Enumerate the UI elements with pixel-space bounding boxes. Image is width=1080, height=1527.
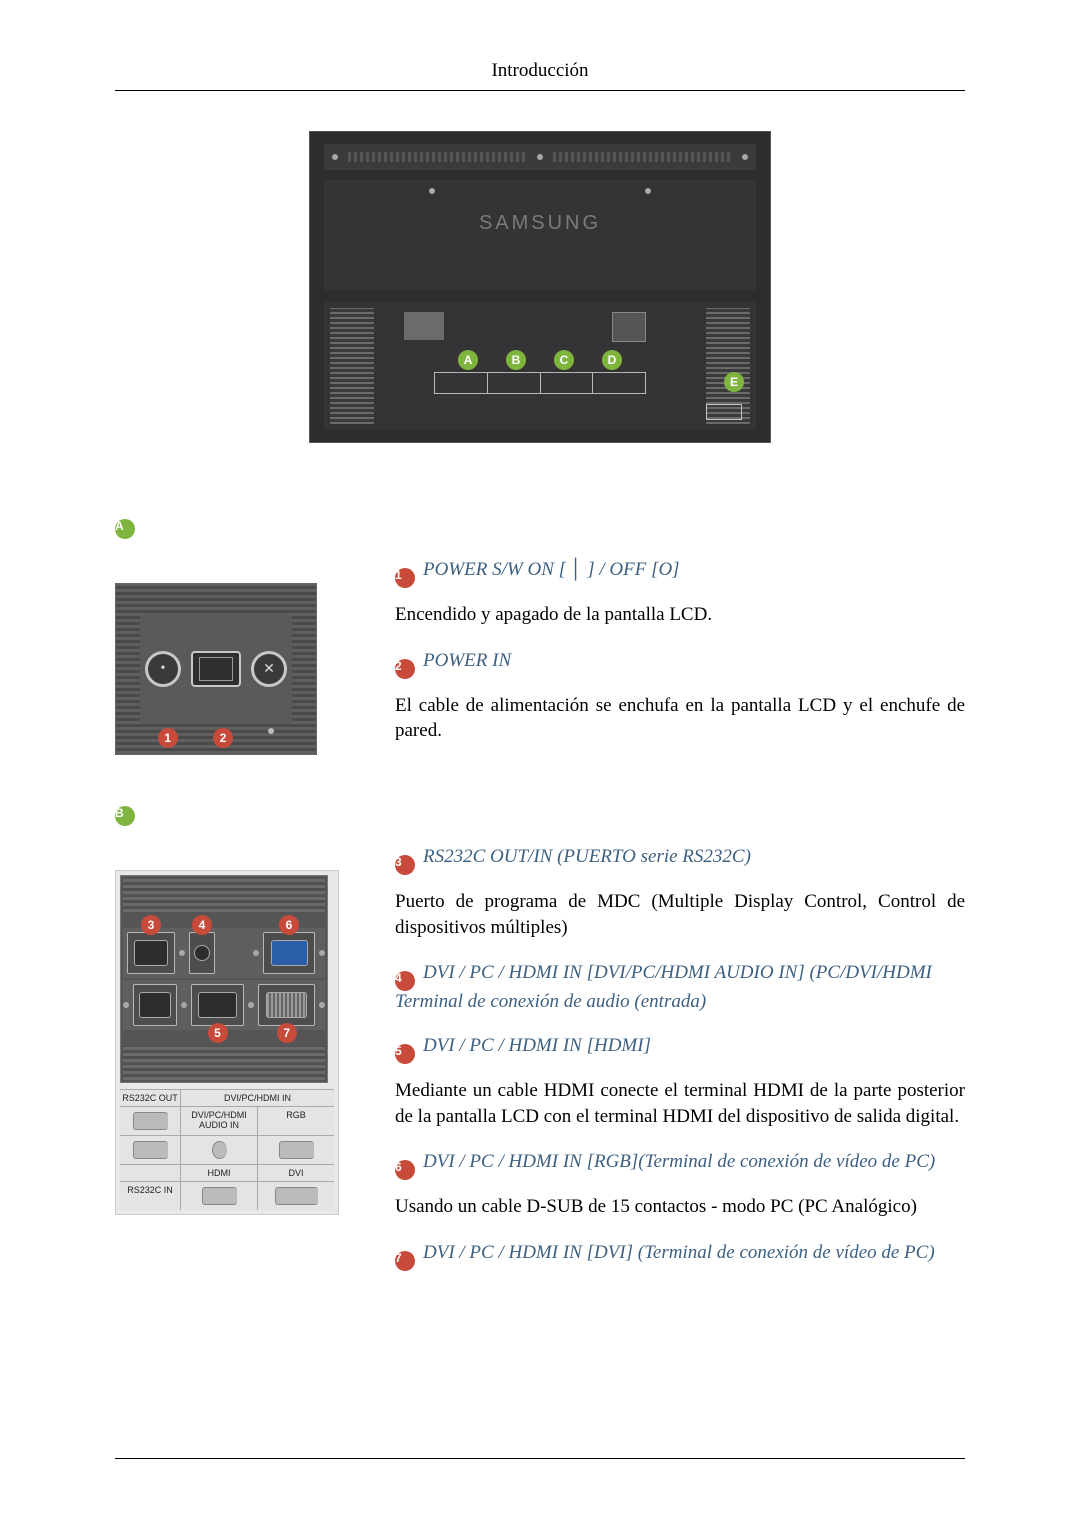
item-4: 4 DVI / PC / HDMI IN [DVI/PC/HDMI AUDIO … (395, 962, 965, 1013)
section-a: • ✕ 1 2 1 POWER S/W ON [ │ ] / OFF [O] E… (115, 559, 965, 766)
item-2-body: El cable de alimentación se enchufa en l… (395, 693, 965, 744)
port-label-table: RS232C OUT DVI/PC/HDMI IN DVI/PC/HDMI AU… (120, 1089, 334, 1210)
lbl-audio-in: DVI/PC/HDMI AUDIO IN (181, 1107, 258, 1135)
item-1: 1 POWER S/W ON [ │ ] / OFF [O] Encendido… (395, 559, 965, 628)
section-a-badge-icon: A (115, 519, 135, 539)
item-1-body: Encendido y apagado de la pantalla LCD. (395, 602, 965, 628)
section-b: 3 4 6 (115, 846, 965, 1293)
section-b-marker: B (115, 800, 965, 826)
device-mid-panel: SAMSUNG (324, 180, 756, 290)
item-3: 3 RS232C OUT/IN (PUERTO serie RS232C) Pu… (395, 846, 965, 940)
section-a-marker: A (115, 513, 965, 539)
marker-b-icon: B (506, 350, 526, 370)
item-7-title: DVI / PC / HDMI IN [DVI] (Terminal de co… (423, 1242, 935, 1263)
hero-figure: SAMSUNG A B C D E (115, 131, 965, 443)
lbl-hdmi: HDMI (181, 1165, 258, 1181)
item-3-body: Puerto de programa de MDC (Multiple Disp… (395, 889, 965, 940)
item-7-badge-icon: 7 (395, 1251, 415, 1271)
page: Introducción SAMSUNG A (0, 0, 1080, 1527)
lbl-dvi-pc-hdmi-in: DVI/PC/HDMI IN (181, 1090, 334, 1106)
section-a-figure-col: • ✕ 1 2 (115, 559, 355, 766)
lbl-rgb: RGB (258, 1107, 334, 1135)
item-1-badge-icon: 1 (395, 568, 415, 588)
item-5-title: DVI / PC / HDMI IN [HDMI] (423, 1035, 651, 1056)
brand-label: SAMSUNG (479, 212, 601, 235)
page-title: Introducción (115, 60, 965, 82)
item-6-body: Usando un cable D-SUB de 15 contactos - … (395, 1194, 965, 1220)
marker-e-icon: E (724, 372, 744, 392)
item-2: 2 POWER IN El cable de alimentación se e… (395, 650, 965, 744)
callout-1-icon: 1 (158, 728, 178, 748)
callout-6-icon: 6 (279, 915, 299, 935)
item-6-badge-icon: 6 (395, 1160, 415, 1180)
item-4-title: DVI / PC / HDMI IN [DVI/PC/HDMI AUDIO IN… (395, 962, 932, 1012)
callout-2-icon: 2 (213, 728, 233, 748)
callout-4-icon: 4 (192, 915, 212, 935)
lbl-rs232c-in: RS232C IN (120, 1182, 181, 1210)
item-5: 5 DVI / PC / HDMI IN [HDMI] Mediante un … (395, 1035, 965, 1129)
io-panel-illustration: 3 4 6 (115, 870, 339, 1215)
item-5-body: Mediante un cable HDMI conecte el termin… (395, 1078, 965, 1129)
footer-rule (115, 1458, 965, 1459)
lbl-dvi: DVI (258, 1165, 334, 1181)
marker-c-icon: C (554, 350, 574, 370)
callout-3-icon: 3 (141, 915, 161, 935)
aux-port-icon: ✕ (251, 651, 287, 687)
section-a-text-col: 1 POWER S/W ON [ │ ] / OFF [O] Encendido… (395, 559, 965, 766)
item-5-badge-icon: 5 (395, 1044, 415, 1064)
device-top-panel (324, 144, 756, 170)
item-3-badge-icon: 3 (395, 855, 415, 875)
item-4-badge-icon: 4 (395, 971, 415, 991)
marker-d-icon: D (602, 350, 622, 370)
device-lower-panel: A B C D E (324, 302, 756, 430)
callout-5-icon: 5 (208, 1023, 228, 1043)
power-panel-illustration: • ✕ 1 2 (115, 583, 317, 755)
callout-7-icon: 7 (277, 1023, 297, 1043)
lbl-rs232c-out: RS232C OUT (120, 1090, 181, 1106)
item-3-title: RS232C OUT/IN (PUERTO serie RS232C) (423, 846, 751, 867)
section-b-text-col: 3 RS232C OUT/IN (PUERTO serie RS232C) Pu… (395, 846, 965, 1293)
item-2-title: POWER IN (423, 650, 511, 671)
item-6: 6 DVI / PC / HDMI IN [RGB](Terminal de c… (395, 1151, 965, 1220)
item-2-badge-icon: 2 (395, 659, 415, 679)
power-inlet-icon (191, 651, 241, 687)
item-6-title: DVI / PC / HDMI IN [RGB](Terminal de con… (423, 1151, 935, 1172)
header-rule (115, 90, 965, 91)
item-1-title: POWER S/W ON [ │ ] / OFF [O] (423, 559, 680, 580)
marker-a-icon: A (458, 350, 478, 370)
section-b-figure-col: 3 4 6 (115, 846, 355, 1293)
power-switch-icon: • (145, 651, 181, 687)
section-b-badge-icon: B (115, 806, 135, 826)
item-7: 7 DVI / PC / HDMI IN [DVI] (Terminal de … (395, 1242, 965, 1271)
device-back-illustration: SAMSUNG A B C D E (309, 131, 771, 443)
